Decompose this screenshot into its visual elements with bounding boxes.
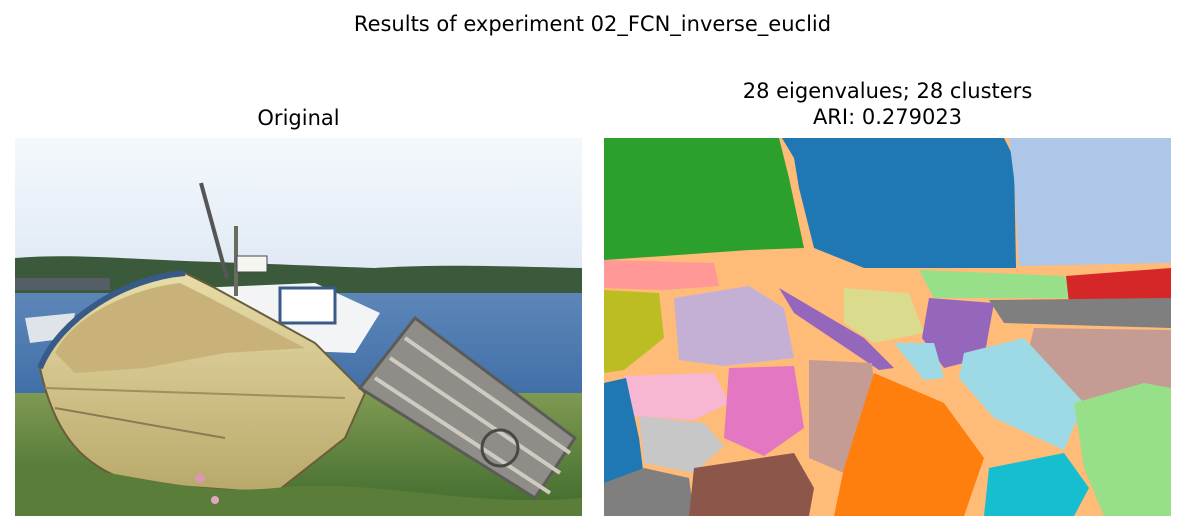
rowboat-inside	[55, 283, 305, 373]
rowboat-gunwale	[37, 270, 186, 370]
cluster-region	[782, 138, 1016, 268]
cluster-region	[989, 298, 1171, 328]
cluster-region	[604, 378, 644, 483]
cluster-region	[894, 343, 944, 380]
sky	[15, 138, 582, 278]
cluster-region	[624, 373, 729, 420]
cluster-region	[639, 416, 724, 473]
figure-suptitle: Results of experiment 02_FCN_inverse_euc…	[353, 12, 832, 36]
cluster-region	[1009, 138, 1171, 266]
cluster-region	[1066, 268, 1171, 303]
cluster-region	[779, 288, 894, 370]
cluster-region	[959, 338, 1084, 450]
cluster-map	[604, 138, 1171, 516]
trap-rope-coil	[480, 428, 520, 468]
right-title-line2: ARI: 0.279023	[812, 105, 963, 129]
cluster-region	[604, 468, 694, 516]
cluster-region	[604, 260, 719, 290]
cluster-region	[674, 286, 794, 366]
cluster-region	[919, 270, 1074, 298]
cluster-region	[984, 453, 1089, 516]
boom	[199, 182, 229, 279]
lobster-trap	[357, 315, 578, 501]
foreground-grass	[15, 466, 582, 516]
clover-flower	[195, 473, 205, 483]
original-photo	[15, 138, 582, 516]
boat-number-sign	[236, 255, 268, 273]
mast	[234, 226, 238, 296]
rowboat-rope	[54, 407, 226, 439]
segmentation-image	[604, 138, 1171, 516]
left-panel-title: Original	[257, 106, 340, 130]
cluster-region	[604, 290, 664, 373]
rowboat-plank	[44, 387, 346, 399]
cluster-region	[604, 138, 804, 260]
original-image	[15, 138, 582, 516]
dock	[15, 278, 110, 290]
clover-flower	[211, 496, 219, 504]
right-title-line1: 28 eigenvalues; 28 clusters	[742, 79, 1033, 103]
cluster-region	[1074, 383, 1171, 516]
cluster-region	[834, 373, 984, 516]
right-panel-title: 28 eigenvalues; 28 clusters ARI: 0.27902…	[604, 78, 1171, 130]
cluster-region	[724, 366, 804, 456]
fishing-boat-cabin	[278, 286, 337, 325]
lobster-trap-slats	[373, 336, 572, 495]
cluster-region	[689, 453, 814, 516]
cluster-region	[844, 288, 924, 343]
